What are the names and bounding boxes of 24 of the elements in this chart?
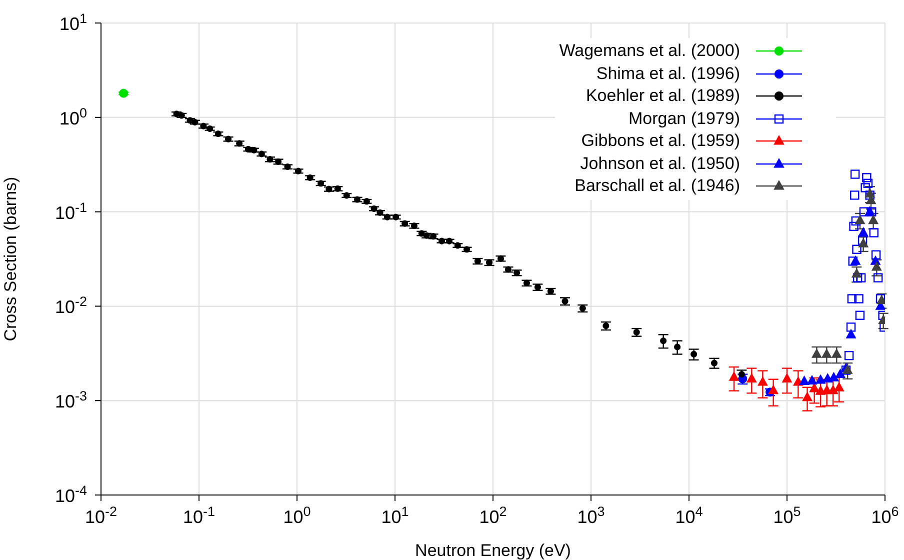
x-tick-label: 10$^{0}$ xyxy=(283,504,311,527)
legend-label: Morgan (1979) xyxy=(628,108,740,129)
x-tick-label: 10$^{1}$ xyxy=(381,504,409,527)
y-tick-label: 10$^{1}$ xyxy=(59,10,87,34)
y-tick-label: 10$^{-4}$ xyxy=(54,482,88,506)
x-tick-label: 10$^{4}$ xyxy=(675,504,704,527)
legend-label: Gibbons et al. (1959) xyxy=(581,131,740,152)
y-tick-label: 10$^{0}$ xyxy=(59,104,87,128)
legend-label: Johnson et al. (1950) xyxy=(580,154,740,174)
y-axis-title: Cross Section (barns) xyxy=(1,176,20,342)
legend-label: Koehler et al. (1989) xyxy=(586,86,740,106)
legend-label: Wagemans et al. (2000) xyxy=(559,41,740,62)
y-tick-label: 10$^{-3}$ xyxy=(54,388,87,412)
legend-label: Shima et al. (1996) xyxy=(596,64,740,84)
x-axis-title: Neutron Energy (eV) xyxy=(415,541,571,560)
x-tick-label: 10$^{3}$ xyxy=(577,504,605,527)
x-tick-label: 10$^{5}$ xyxy=(773,504,801,527)
x-tick-label: 10$^{-2}$ xyxy=(84,504,118,527)
y-tick-label: 10$^{-1}$ xyxy=(54,199,87,223)
x-tick-label: 10$^{-1}$ xyxy=(182,504,216,527)
legend-label: Barschall et al. (1946) xyxy=(574,176,740,196)
x-tick-label: 10$^{6}$ xyxy=(871,504,899,527)
x-tick-label: 10$^{2}$ xyxy=(479,504,507,527)
y-tick-label: 10$^{-2}$ xyxy=(54,294,87,318)
